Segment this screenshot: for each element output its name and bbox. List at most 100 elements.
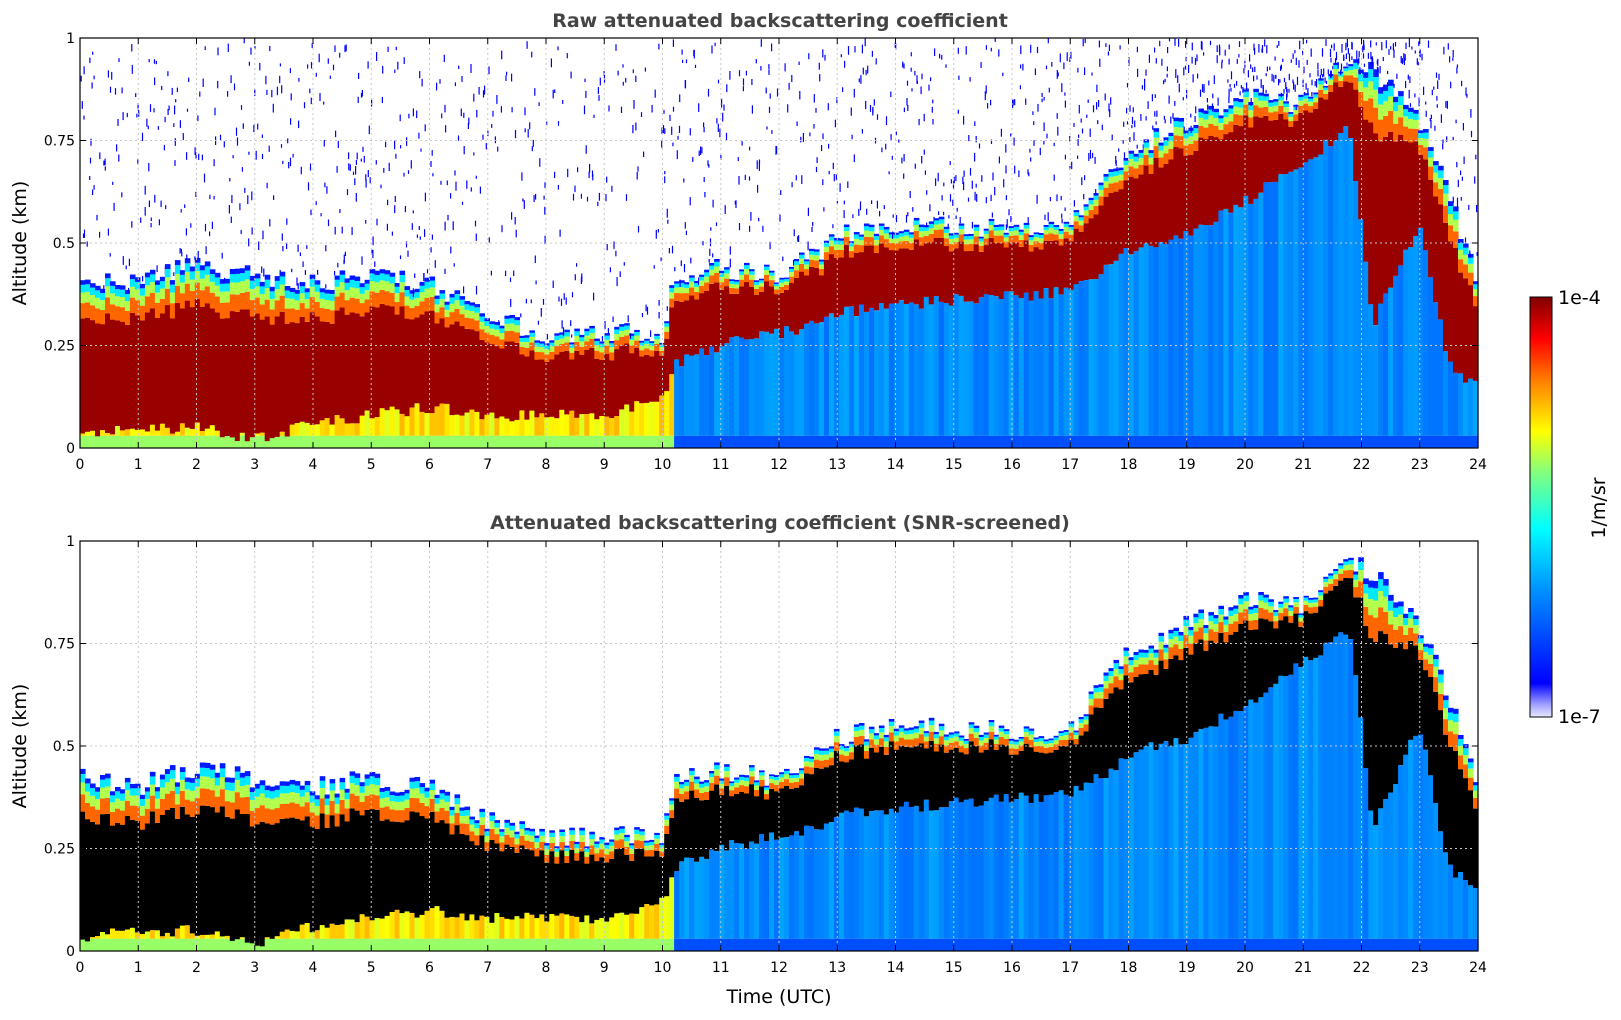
noise-speckle [511, 73, 513, 82]
heatmap-cell [1238, 711, 1244, 939]
heatmap-cell [269, 824, 276, 939]
heatmap-cell [589, 347, 595, 414]
heatmap-cell [1038, 752, 1045, 802]
heatmap-cell [209, 435, 216, 448]
heatmap-cell [1223, 124, 1229, 135]
heatmap-cell [304, 435, 311, 448]
noise-speckle [698, 277, 700, 285]
heatmap-cell [1133, 161, 1140, 169]
heatmap-cell [129, 286, 136, 298]
heatmap-cell [739, 792, 745, 844]
heatmap-cell [1338, 80, 1344, 87]
heatmap-cell [504, 331, 510, 342]
noise-speckle [861, 129, 863, 134]
heatmap-cell [379, 807, 386, 821]
heatmap-cell [1168, 658, 1174, 747]
heatmap-cell [489, 412, 495, 436]
heatmap-cell [479, 835, 485, 916]
noise-speckle [664, 176, 666, 184]
heatmap-cell [139, 805, 146, 816]
heatmap-cell [1143, 142, 1150, 148]
heatmap-cell [324, 927, 331, 939]
noise-speckle [154, 77, 156, 86]
heatmap-cell [1103, 698, 1110, 778]
noise-speckle [716, 118, 718, 124]
heatmap-cell [1223, 624, 1229, 632]
heatmap-cell [1133, 938, 1140, 951]
noise-speckle [1390, 46, 1392, 50]
heatmap-cell [164, 288, 171, 306]
heatmap-cell [110, 434, 116, 436]
heatmap-cell [519, 845, 525, 919]
noise-speckle [1311, 79, 1313, 86]
heatmap-cell [963, 234, 970, 237]
noise-speckle [1316, 79, 1318, 88]
heatmap-cell [1443, 185, 1449, 194]
heatmap-cell [419, 285, 426, 293]
heatmap-cell [1038, 736, 1045, 739]
heatmap-cell [394, 314, 401, 410]
noise-speckle [808, 53, 810, 60]
heatmap-cell [214, 938, 221, 951]
heatmap-cell [204, 938, 211, 951]
heatmap-cell [244, 279, 251, 292]
heatmap-cell [669, 435, 675, 448]
heatmap-cell [284, 938, 291, 951]
heatmap-cell [249, 826, 256, 944]
heatmap-cell [464, 810, 471, 816]
noise-speckle [126, 112, 128, 118]
panel1-y-ticks: 00.250.50.751 [44, 31, 1478, 457]
noise-speckle [1211, 103, 1214, 112]
heatmap-cell [1078, 735, 1085, 791]
heatmap-cell [833, 244, 840, 250]
heatmap-cell [479, 321, 485, 330]
heatmap-cell [279, 803, 286, 819]
heatmap-cell [923, 296, 930, 436]
noise-speckle [971, 221, 973, 229]
heatmap-cell [115, 435, 121, 448]
heatmap-cell [404, 435, 411, 448]
heatmap-cell [194, 778, 201, 787]
heatmap-cell [484, 831, 490, 836]
heatmap-cell [389, 276, 396, 284]
heatmap-cell [144, 312, 151, 432]
noise-speckle [690, 257, 692, 264]
heatmap-cell [714, 938, 720, 951]
heatmap-cell [724, 273, 730, 279]
heatmap-cell [694, 861, 700, 939]
heatmap-cell [229, 435, 236, 448]
heatmap-cell [534, 342, 540, 347]
heatmap-cell [779, 435, 785, 448]
heatmap-cell [394, 796, 401, 802]
heatmap-cell [419, 281, 426, 286]
noise-speckle [698, 103, 700, 112]
heatmap-cell [85, 291, 91, 303]
heatmap-cell [1193, 613, 1199, 618]
heatmap-cell [734, 294, 740, 337]
heatmap-cell [694, 776, 700, 780]
heatmap-cell [714, 282, 720, 353]
heatmap-cell [1148, 245, 1155, 436]
heatmap-cell [1233, 621, 1239, 632]
heatmap-cell [659, 847, 665, 852]
heatmap-cell [739, 337, 745, 436]
noise-speckle [769, 93, 771, 99]
noise-speckle [1348, 53, 1351, 62]
heatmap-cell [639, 356, 645, 404]
heatmap-cell [1448, 206, 1454, 214]
heatmap-cell [294, 803, 301, 819]
noise-speckle [1367, 52, 1369, 59]
heatmap-cell [484, 321, 490, 326]
heatmap-cell [769, 776, 775, 779]
heatmap-cell [1138, 657, 1145, 665]
heatmap-cell [634, 938, 640, 951]
heatmap-cell [1338, 87, 1344, 133]
heatmap-cell [509, 323, 515, 331]
heatmap-cell [1368, 81, 1374, 99]
heatmap-cell [823, 750, 830, 755]
noise-speckle [932, 99, 934, 104]
noise-speckle [926, 190, 928, 195]
heatmap-cell [574, 417, 580, 436]
heatmap-cell [1158, 649, 1165, 661]
noise-speckle [955, 175, 957, 182]
